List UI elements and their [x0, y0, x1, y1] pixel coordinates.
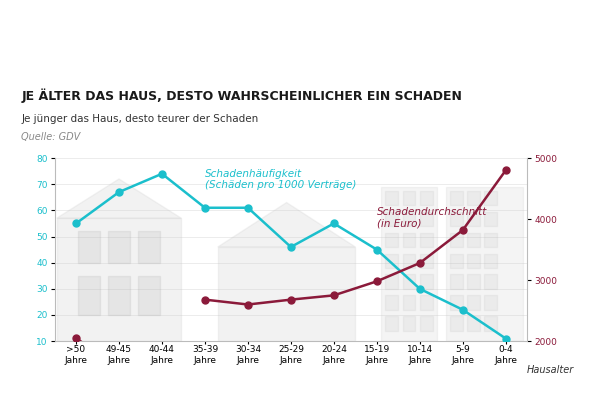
Polygon shape	[218, 203, 355, 247]
Text: Je jünger das Haus, desto teurer der Schaden: Je jünger das Haus, desto teurer der Sch…	[21, 114, 259, 124]
Text: JE ÄLTER DAS HAUS, DESTO WAHRSCHEINLICHER EIN SCHADEN: JE ÄLTER DAS HAUS, DESTO WAHRSCHEINLICHE…	[21, 89, 462, 103]
Text: Schadenhäufigkeit
(Schäden pro 1000 Verträge): Schadenhäufigkeit (Schäden pro 1000 Vert…	[205, 168, 356, 190]
Polygon shape	[57, 179, 181, 218]
Text: Quelle: GDV: Quelle: GDV	[21, 132, 81, 142]
Text: Hausalter: Hausalter	[527, 365, 574, 375]
Text: Schadendurchschnitt
(in Euro): Schadendurchschnitt (in Euro)	[377, 207, 487, 228]
